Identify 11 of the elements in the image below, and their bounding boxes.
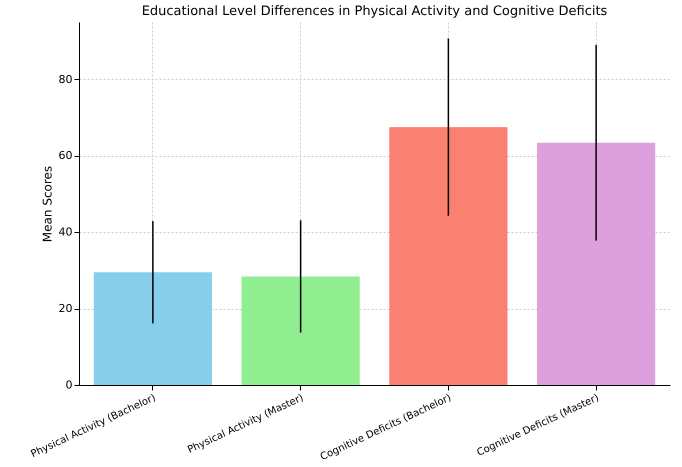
bar [94,272,212,385]
y-axis-title: Mean Scores [40,166,55,242]
bar [537,142,656,385]
bar [242,276,360,385]
y-tick-label: 60 [58,149,72,162]
chart-title: Educational Level Differences in Physical Activity and Cognitive Deficits [142,4,608,19]
bar [389,127,508,385]
y-tick-label: 0 [66,378,72,392]
y-tick-label: 40 [58,226,72,239]
y-tick-label: 20 [58,302,72,316]
y-tick-label: 80 [58,72,72,86]
